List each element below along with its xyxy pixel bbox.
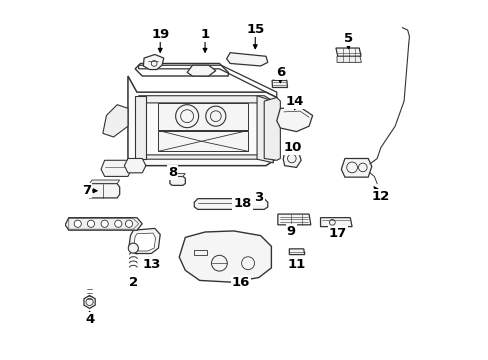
Polygon shape (139, 155, 273, 163)
Polygon shape (335, 48, 360, 56)
Polygon shape (169, 176, 185, 185)
Text: 2: 2 (128, 276, 138, 289)
Polygon shape (187, 65, 215, 76)
Polygon shape (158, 103, 247, 130)
Polygon shape (102, 105, 128, 137)
Text: 6: 6 (275, 66, 285, 79)
Polygon shape (264, 98, 280, 160)
Polygon shape (128, 76, 276, 166)
Text: 18: 18 (233, 197, 251, 210)
Text: 12: 12 (371, 190, 389, 203)
Polygon shape (89, 180, 120, 184)
Polygon shape (172, 174, 185, 176)
Polygon shape (139, 96, 273, 107)
Polygon shape (194, 199, 267, 210)
Polygon shape (65, 218, 142, 230)
Text: 3: 3 (254, 192, 263, 204)
Text: 7: 7 (82, 184, 91, 197)
Circle shape (87, 220, 94, 227)
Polygon shape (320, 218, 351, 226)
Polygon shape (179, 231, 271, 282)
Circle shape (74, 220, 81, 227)
Polygon shape (124, 158, 145, 173)
Polygon shape (341, 158, 371, 177)
Text: 19: 19 (151, 28, 169, 41)
Text: 8: 8 (168, 166, 177, 179)
Polygon shape (135, 96, 145, 159)
Polygon shape (87, 184, 120, 198)
Text: 5: 5 (343, 32, 352, 45)
Text: 10: 10 (283, 141, 302, 154)
Circle shape (115, 220, 122, 227)
Circle shape (128, 243, 138, 253)
Text: 1: 1 (200, 28, 209, 41)
Text: 11: 11 (287, 258, 305, 271)
Polygon shape (158, 131, 247, 151)
Polygon shape (101, 160, 131, 176)
Polygon shape (271, 80, 287, 87)
Polygon shape (289, 249, 304, 255)
Polygon shape (129, 228, 160, 253)
Polygon shape (283, 151, 301, 167)
Polygon shape (226, 53, 267, 66)
Text: 14: 14 (285, 95, 303, 108)
Polygon shape (251, 199, 261, 210)
Text: 9: 9 (286, 225, 295, 238)
Polygon shape (257, 96, 273, 163)
Polygon shape (143, 54, 163, 69)
Text: 13: 13 (142, 258, 160, 271)
Polygon shape (84, 296, 95, 309)
Text: 4: 4 (85, 313, 94, 327)
Polygon shape (336, 56, 361, 62)
Text: 15: 15 (245, 23, 264, 36)
Circle shape (101, 220, 108, 227)
Circle shape (125, 220, 132, 227)
Text: 16: 16 (231, 276, 249, 289)
Text: 17: 17 (328, 227, 346, 240)
Polygon shape (277, 214, 310, 225)
Polygon shape (134, 233, 155, 251)
Polygon shape (276, 108, 312, 132)
